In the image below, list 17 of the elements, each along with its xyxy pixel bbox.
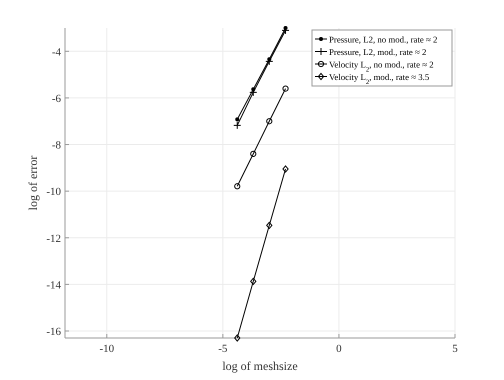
x-tick-label: 5: [452, 343, 458, 355]
y-tick-label: -16: [46, 326, 62, 338]
y-axis-title: log of error: [26, 156, 40, 210]
x-axis-title: log of meshsize: [222, 359, 298, 373]
y-tick-label: -6: [52, 92, 62, 105]
y-tick-label: -4: [52, 46, 62, 58]
x-tick-label: -5: [218, 343, 228, 355]
y-tick-label: -8: [52, 140, 62, 152]
x-tick-label: 0: [336, 343, 342, 355]
y-tick-label: -14: [46, 279, 62, 292]
y-tick-label: -10: [46, 186, 62, 198]
legend-label: Pressure, L2, mod., rate ≈ 2: [329, 47, 426, 57]
legend-label: Velocity L$_{2}$, no mod., rate ≈ 2: [329, 60, 434, 73]
x-tick-label: -10: [99, 343, 115, 355]
legend-label: Pressure, L2, no mod., rate ≈ 2: [329, 34, 438, 44]
legend-label: Velocity L$_{2}$, mod., rate ≈ 3.5: [329, 72, 430, 86]
y-tick-label: -12: [46, 232, 61, 245]
